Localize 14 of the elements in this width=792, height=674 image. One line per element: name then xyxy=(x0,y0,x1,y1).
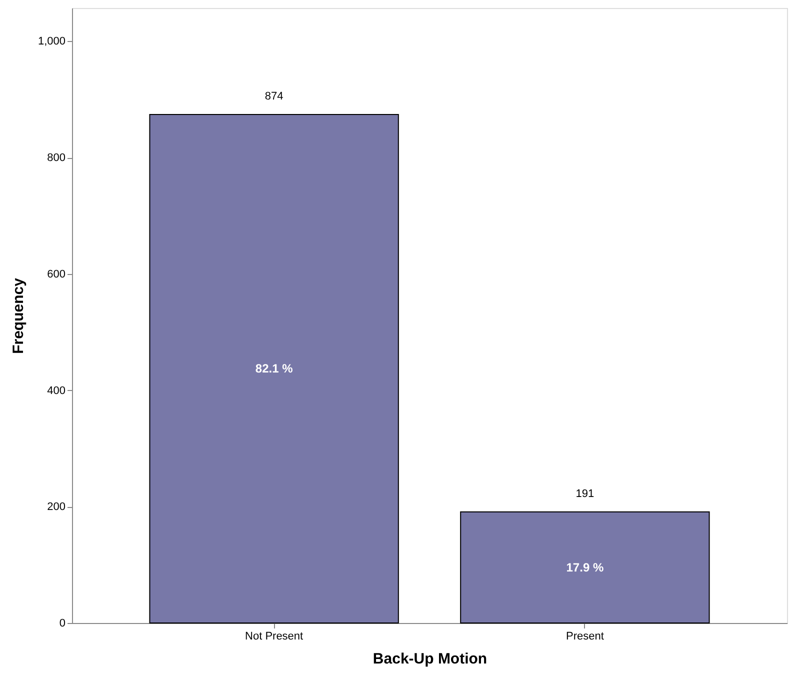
y-tick-label: 0 xyxy=(59,618,66,630)
y-tick-label: 1,000 xyxy=(38,36,66,48)
data-label: 191 xyxy=(576,488,594,500)
y-tick-label: 400 xyxy=(47,384,66,397)
annotation: 82.1 % xyxy=(255,362,294,376)
x-tick-label: Not Present xyxy=(245,630,304,642)
x-axis-title: Back-Up Motion xyxy=(372,650,488,668)
annotation: 17.9 % xyxy=(566,560,604,574)
x-tick-label: Present xyxy=(566,630,604,642)
y-tick-label: 200 xyxy=(47,501,66,514)
y-tick-label: 600 xyxy=(47,268,66,280)
y-tick-label: 800 xyxy=(47,152,66,164)
y-axis-title: Frequency xyxy=(10,277,27,354)
data-label: 874 xyxy=(264,90,284,102)
